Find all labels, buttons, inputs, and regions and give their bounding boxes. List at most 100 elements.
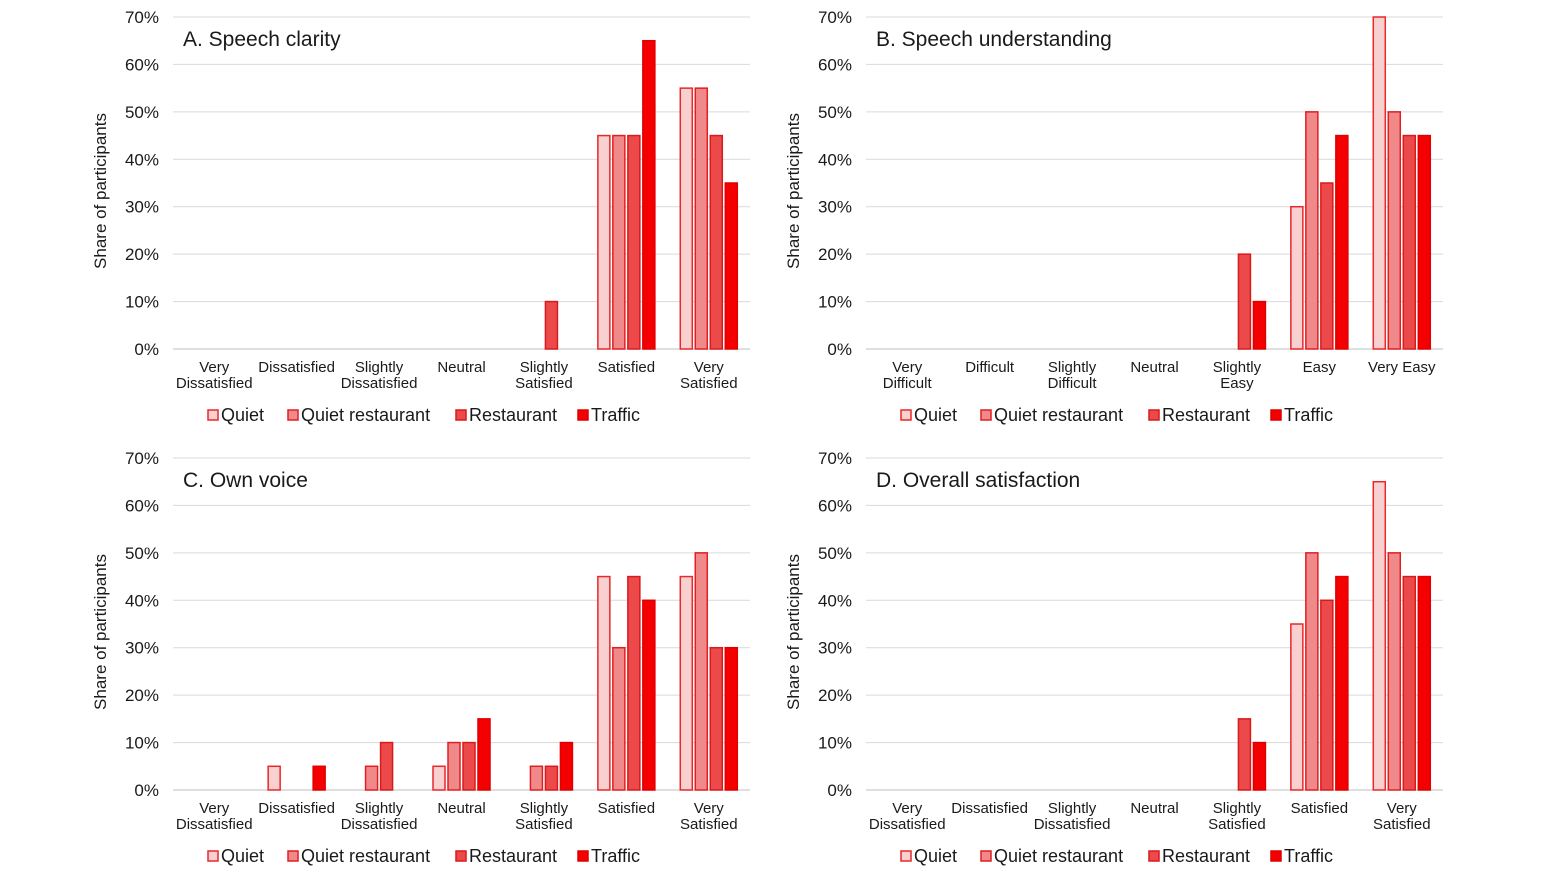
x-tick-line: Neutral bbox=[1130, 800, 1178, 817]
y-tick-label: 40% bbox=[818, 150, 852, 169]
x-tick-label: Very Satisfied bbox=[680, 800, 738, 833]
chart-title: D. Overall satisfaction bbox=[876, 469, 1080, 492]
bar bbox=[679, 575, 694, 791]
legend-swatch bbox=[980, 850, 992, 862]
x-tick-label: Very Dissatisfied bbox=[869, 800, 946, 833]
bar bbox=[1290, 623, 1304, 791]
legend-swatch bbox=[207, 409, 219, 421]
x-tick-label: Slightly Dissatisfied bbox=[341, 800, 418, 833]
legend-label: Quiet bbox=[221, 405, 264, 425]
bar bbox=[627, 575, 641, 791]
bar bbox=[559, 741, 574, 791]
x-tick-label: Dissatisfied bbox=[258, 800, 335, 817]
x-tick-line: Dissatisfied bbox=[341, 816, 418, 833]
bar bbox=[1335, 134, 1349, 350]
y-tick-label: 10% bbox=[818, 734, 852, 753]
bar bbox=[1237, 718, 1252, 791]
y-tick-label: 40% bbox=[125, 591, 159, 610]
y-tick-label: 10% bbox=[125, 293, 159, 312]
x-tick-label: Slightly Satisfied bbox=[515, 359, 573, 392]
y-tick-label: 50% bbox=[125, 544, 159, 563]
y-tick-label: 50% bbox=[125, 103, 159, 122]
x-tick-line: Dissatisfied bbox=[176, 375, 253, 392]
legend-label: Quiet restaurant bbox=[301, 405, 430, 425]
x-tick-line: Dissatisfied bbox=[341, 375, 418, 392]
x-tick-label: Easy bbox=[1303, 359, 1337, 376]
x-tick-label: Slightly Satisfied bbox=[1208, 800, 1266, 833]
bar bbox=[379, 741, 394, 791]
bar bbox=[679, 87, 694, 350]
y-tick-label: 50% bbox=[818, 544, 852, 563]
y-axis-label: Share of participants bbox=[91, 113, 110, 269]
y-tick-label: 0% bbox=[827, 340, 852, 359]
x-tick-label: Satisfied bbox=[598, 800, 656, 817]
x-tick-line: Slightly bbox=[1048, 359, 1097, 376]
x-tick-line: Satisfied bbox=[515, 816, 573, 833]
chart-panel-3: 0% 10% 20% 30% 40% 50% 60% 70% Share of particip… bbox=[91, 449, 750, 866]
bar bbox=[1252, 300, 1267, 350]
y-tick-label: 70% bbox=[818, 8, 852, 27]
bar bbox=[544, 300, 559, 350]
x-tick-label: Neutral bbox=[437, 800, 485, 817]
x-tick-line: Very bbox=[694, 800, 725, 817]
legend-label: Quiet restaurant bbox=[994, 405, 1123, 425]
y-tick-label: 20% bbox=[125, 686, 159, 705]
legend-swatch bbox=[1148, 409, 1160, 421]
x-tick-label: Slightly Dissatisfied bbox=[1034, 800, 1111, 833]
legend-swatch bbox=[1148, 850, 1160, 862]
x-tick-line: Dissatisfied bbox=[869, 816, 946, 833]
x-tick-line: Satisfied bbox=[515, 375, 573, 392]
x-tick-line: Slightly bbox=[1213, 800, 1262, 817]
y-tick-label: 70% bbox=[125, 449, 159, 468]
y-tick-label: 30% bbox=[125, 198, 159, 217]
bar bbox=[642, 599, 656, 791]
y-axis-label: Share of participants bbox=[784, 113, 803, 269]
legend-label: Quiet bbox=[221, 846, 264, 866]
x-tick-label: Slightly Satisfied bbox=[515, 800, 573, 833]
legend-swatch bbox=[577, 409, 589, 421]
x-tick-line: Satisfied bbox=[680, 375, 738, 392]
chart-panel-1: 0% 10% 20% 30% 40% 50% 60% 70% Share of particip… bbox=[91, 8, 750, 425]
bar bbox=[724, 182, 739, 350]
bar bbox=[477, 718, 491, 791]
x-tick-label: Difficult bbox=[965, 359, 1015, 376]
legend-label: Quiet restaurant bbox=[301, 846, 430, 866]
y-tick-label: 0% bbox=[827, 781, 852, 800]
bar bbox=[529, 765, 544, 791]
legend-label: Restaurant bbox=[1162, 405, 1250, 425]
legend-label: Quiet restaurant bbox=[994, 846, 1123, 866]
x-tick-line: Very bbox=[1387, 800, 1418, 817]
legend-label: Traffic bbox=[591, 846, 640, 866]
legend-swatch bbox=[980, 409, 992, 421]
bar bbox=[612, 646, 626, 791]
bar bbox=[627, 134, 641, 350]
x-tick-line: Dissatisfied bbox=[1034, 816, 1111, 833]
legend-label: Traffic bbox=[1284, 405, 1333, 425]
bar bbox=[1372, 480, 1387, 791]
bar bbox=[694, 552, 709, 791]
x-tick-label: Slightly Difficult bbox=[1048, 359, 1098, 392]
legend-swatch bbox=[287, 850, 299, 862]
x-tick-line: Satisfied bbox=[1373, 816, 1431, 833]
legend-label: Quiet bbox=[914, 405, 957, 425]
bar bbox=[597, 575, 611, 791]
bar bbox=[1402, 575, 1417, 791]
y-tick-label: 60% bbox=[125, 55, 159, 74]
y-tick-label: 60% bbox=[125, 496, 159, 515]
bar bbox=[1252, 741, 1267, 791]
bar bbox=[1387, 111, 1402, 350]
bar bbox=[1237, 253, 1252, 350]
bar bbox=[1417, 134, 1432, 350]
x-tick-line: Very bbox=[694, 359, 725, 376]
x-tick-line: Dissatisfied bbox=[951, 800, 1028, 817]
x-tick-line: Neutral bbox=[437, 800, 485, 817]
x-tick-line: Difficult bbox=[883, 375, 933, 392]
bar bbox=[432, 765, 446, 791]
legend-label: Restaurant bbox=[469, 405, 557, 425]
x-tick-line: Easy bbox=[1220, 375, 1254, 392]
x-tick-label: Very Dissatisfied bbox=[176, 359, 253, 392]
x-tick-line: Dissatisfied bbox=[258, 359, 335, 376]
x-tick-line: Very bbox=[199, 359, 230, 376]
